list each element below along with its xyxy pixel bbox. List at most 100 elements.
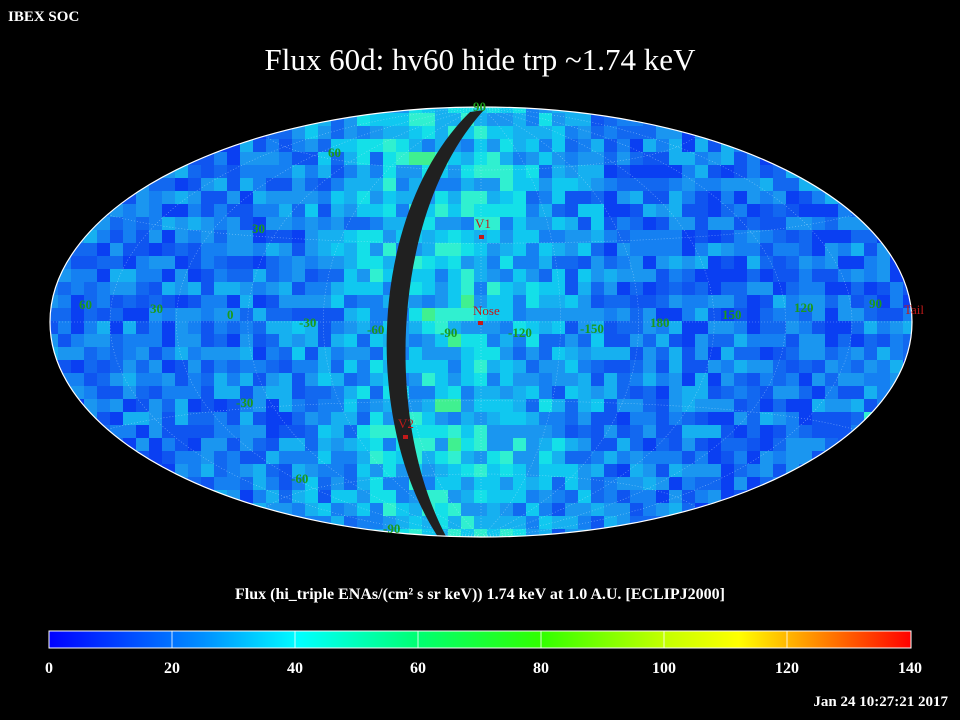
flux-pixel: [422, 126, 435, 139]
flux-pixel: [890, 308, 903, 321]
flux-pixel: [786, 373, 799, 386]
flux-pixel: [214, 204, 227, 217]
flux-pixel: [188, 243, 201, 256]
flux-pixel: [58, 243, 71, 256]
flux-pixel: [331, 269, 344, 282]
flux-pixel: [188, 464, 201, 477]
flux-pixel: [175, 308, 188, 321]
flux-pixel: [695, 438, 708, 451]
flux-pixel: [357, 516, 370, 529]
flux-pixel: [292, 113, 305, 126]
flux-pixel: [136, 230, 149, 243]
flux-pixel: [786, 399, 799, 412]
flux-pixel: [669, 412, 682, 425]
marker-v1-label: V1: [475, 216, 491, 231]
flux-pixel: [409, 503, 422, 516]
flux-pixel: [812, 334, 825, 347]
flux-pixel: [84, 269, 97, 282]
flux-pixel: [578, 503, 591, 516]
flux-pixel: [383, 217, 396, 230]
flux-pixel: [539, 347, 552, 360]
flux-pixel: [448, 334, 461, 347]
flux-pixel: [370, 282, 383, 295]
flux-pixel: [643, 152, 656, 165]
flux-pixel: [487, 321, 500, 334]
flux-pixel: [695, 282, 708, 295]
flux-pixel: [123, 204, 136, 217]
flux-pixel: [214, 230, 227, 243]
flux-pixel: [890, 321, 903, 334]
flux-pixel: [760, 347, 773, 360]
flux-pixel: [253, 204, 266, 217]
flux-pixel: [591, 139, 604, 152]
flux-pixel: [526, 347, 539, 360]
flux-pixel: [526, 308, 539, 321]
flux-pixel: [513, 165, 526, 178]
flux-pixel: [149, 334, 162, 347]
flux-pixel: [201, 217, 214, 230]
flux-pixel: [240, 490, 253, 503]
lon-label-60: 60: [79, 297, 92, 312]
soc-label: IBEX SOC: [8, 9, 80, 25]
flux-pixel: [591, 243, 604, 256]
flux-pixel: [708, 295, 721, 308]
flux-pixel: [188, 204, 201, 217]
flux-pixel: [175, 399, 188, 412]
flux-pixel: [760, 295, 773, 308]
flux-pixel: [50, 256, 58, 269]
flux-pixel: [799, 321, 812, 334]
flux-pixel: [305, 425, 318, 438]
flux-pixel: [513, 334, 526, 347]
flux-pixel: [669, 152, 682, 165]
flux-pixel: [760, 412, 773, 425]
flux-pixel: [331, 165, 344, 178]
flux-pixel: [838, 269, 851, 282]
flux-pixel: [539, 282, 552, 295]
flux-pixel: [812, 308, 825, 321]
flux-pixel: [344, 503, 357, 516]
flux-pixel: [331, 217, 344, 230]
flux-pixel: [175, 217, 188, 230]
flux-pixel: [240, 438, 253, 451]
flux-pixel: [838, 425, 851, 438]
flux-pixel: [799, 412, 812, 425]
flux-pixel: [136, 334, 149, 347]
flux-pixel: [162, 373, 175, 386]
flux-pixel: [448, 217, 461, 230]
flux-pixel: [435, 126, 448, 139]
flux-pixel: [708, 165, 721, 178]
flux-pixel: [422, 321, 435, 334]
flux-pixel: [461, 334, 474, 347]
flux-pixel: [422, 334, 435, 347]
flux-pixel: [773, 295, 786, 308]
flux-pixel: [435, 269, 448, 282]
flux-pixel: [734, 334, 747, 347]
flux-pixel: [201, 204, 214, 217]
flux-pixel: [396, 490, 409, 503]
flux-pixel: [253, 191, 266, 204]
flux-pixel: [747, 347, 760, 360]
lat-label-60: 60: [328, 145, 341, 160]
flux-pixel: [760, 308, 773, 321]
flux-pixel: [175, 425, 188, 438]
flux-pixel: [266, 282, 279, 295]
flux-pixel: [500, 464, 513, 477]
marker-v1: [479, 235, 484, 239]
flux-pixel: [617, 490, 630, 503]
flux-pixel: [240, 386, 253, 399]
flux-pixel: [760, 451, 773, 464]
flux-pixel: [578, 230, 591, 243]
flux-pixel: [253, 490, 266, 503]
flux-pixel: [149, 360, 162, 373]
flux-pixel: [708, 178, 721, 191]
flux-pixel: [773, 230, 786, 243]
flux-pixel: [682, 425, 695, 438]
flux-pixel: [799, 425, 812, 438]
flux-pixel: [227, 438, 240, 451]
flux-pixel: [58, 347, 71, 360]
flux-pixel: [370, 243, 383, 256]
flux-pixel: [123, 334, 136, 347]
flux-pixel: [786, 347, 799, 360]
flux-pixel: [630, 386, 643, 399]
flux-pixel: [396, 126, 409, 139]
